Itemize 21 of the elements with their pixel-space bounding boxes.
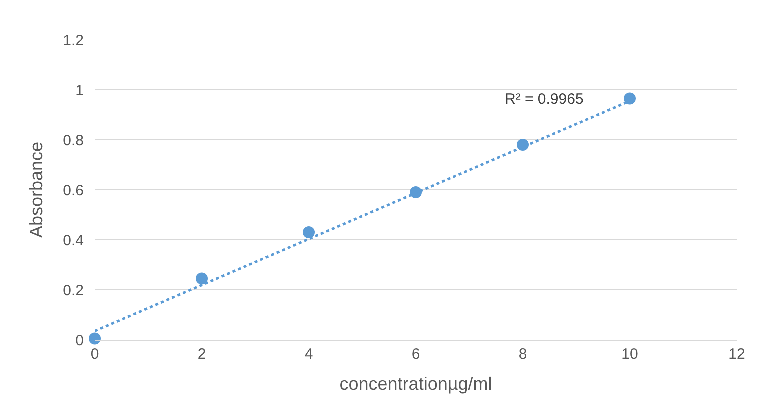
y-tick-label: 0.8 <box>63 132 84 150</box>
y-tick-label: 1 <box>76 82 84 100</box>
y-axis-title: Absorbance <box>26 142 46 238</box>
x-tick-label: 4 <box>304 346 314 363</box>
x-tick-label: 6 <box>412 346 420 363</box>
x-tick-label: 10 <box>622 346 638 363</box>
annotation: R² = 0.9965 <box>505 91 584 108</box>
point <box>303 226 315 238</box>
x-tick-label: 8 <box>518 346 528 363</box>
y-tick-label: 0.6 <box>63 182 84 200</box>
point <box>89 332 101 345</box>
y-tick-label: 0.2 <box>63 282 84 300</box>
point <box>196 272 208 285</box>
x-tick-label: 12 <box>728 346 746 363</box>
y-tick-label: 0.4 <box>63 232 84 250</box>
x-tick-label: 0 <box>90 346 100 363</box>
y-tick-label: 0 <box>76 332 84 350</box>
y-tick-label: 1.2 <box>63 32 84 50</box>
x-tick-label: 2 <box>198 346 206 363</box>
point <box>624 92 636 105</box>
x-axis-title: concentrationµg/ml <box>340 374 492 394</box>
